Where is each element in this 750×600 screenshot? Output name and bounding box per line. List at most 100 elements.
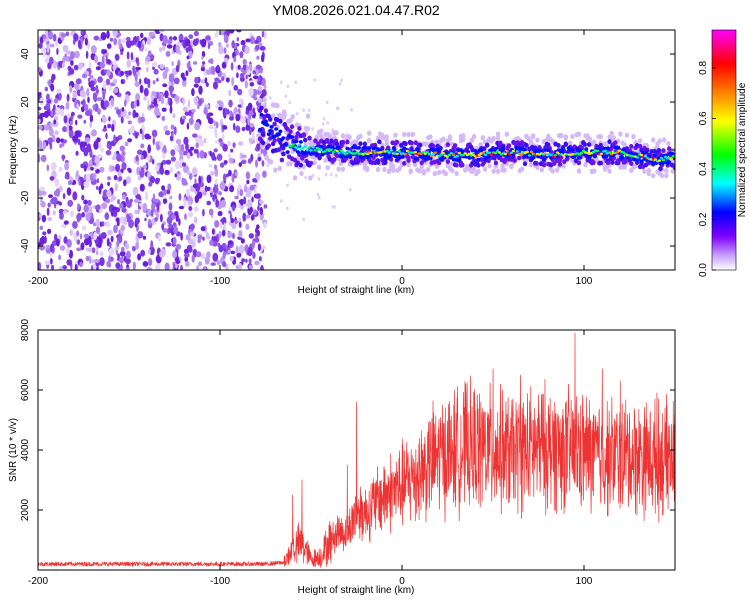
noise-blob — [198, 140, 205, 146]
band-hotspot — [385, 150, 389, 153]
noise-blob — [42, 231, 47, 236]
noise-blob — [218, 46, 225, 55]
noise-blob — [260, 148, 264, 154]
noise-blob — [173, 77, 180, 85]
noise-blob — [116, 219, 120, 227]
noise-blob — [142, 261, 149, 267]
band-halo — [642, 168, 647, 174]
band-body — [661, 148, 666, 154]
noise-blob — [76, 230, 80, 237]
noise-blob — [91, 129, 97, 137]
band-hotspot — [509, 151, 513, 154]
band-hotspot — [309, 149, 313, 152]
band-halo — [288, 161, 293, 167]
noise-blob — [231, 77, 235, 86]
noise-blob — [254, 237, 260, 243]
noise-blob — [219, 181, 226, 191]
noise-blob — [222, 143, 228, 152]
noise-blob — [168, 223, 173, 229]
snr-xtick-label: 100 — [576, 576, 593, 587]
noise-blob — [51, 264, 54, 270]
band-core — [343, 154, 348, 159]
noise-blob — [245, 124, 251, 131]
noise-blob — [170, 149, 176, 157]
noise-blob — [61, 62, 65, 69]
band-core — [339, 155, 344, 159]
noise-blob — [163, 189, 167, 196]
noise-blob — [257, 243, 261, 251]
noise-blob — [46, 93, 50, 101]
noise-blob — [139, 78, 142, 85]
band-core — [381, 152, 386, 156]
noise-blob — [142, 164, 147, 169]
noise-blob — [69, 120, 73, 126]
noise-blob — [188, 117, 194, 125]
noise-blob — [186, 244, 193, 252]
band-halo — [631, 134, 636, 140]
noise-speck — [286, 84, 290, 89]
noise-blob — [212, 81, 219, 90]
noise-blob — [145, 162, 149, 171]
noise-blob — [132, 65, 135, 75]
band-body — [307, 135, 312, 141]
noise-blob — [144, 47, 148, 52]
noise-blob — [175, 44, 180, 55]
noise-blob — [205, 82, 209, 88]
noise-blob — [137, 231, 144, 239]
noise-blob — [214, 178, 218, 186]
noise-blob — [152, 66, 155, 70]
noise-blob — [81, 73, 88, 79]
noise-blob — [140, 154, 144, 160]
noise-blob — [85, 212, 91, 222]
band-body — [672, 163, 675, 168]
noise-blob — [136, 60, 140, 67]
band-halo — [432, 171, 437, 177]
band-core — [560, 147, 565, 152]
noise-blob — [123, 179, 127, 187]
noise-blob — [184, 252, 190, 258]
band-halo — [528, 162, 534, 168]
noise-blob — [81, 194, 85, 201]
band-core — [365, 155, 370, 160]
band-hotspot — [451, 153, 455, 157]
noise-blob — [256, 143, 261, 151]
noise-blob — [173, 236, 177, 246]
noise-blob — [139, 183, 145, 192]
noise-blob — [93, 35, 100, 41]
band-halo — [495, 135, 501, 141]
noise-blob — [257, 76, 261, 82]
noise-blob — [126, 213, 130, 220]
band-core — [651, 162, 656, 166]
band-core — [639, 159, 644, 163]
noise-blob — [134, 81, 140, 87]
noise-blob — [85, 110, 91, 116]
noise-blob — [147, 144, 151, 154]
noise-blob — [244, 46, 250, 55]
noise-blob — [258, 200, 264, 205]
band-hotspot — [511, 149, 515, 153]
band-core — [393, 154, 398, 158]
noise-blob — [192, 38, 199, 47]
noise-blob — [125, 267, 130, 270]
band-halo — [471, 166, 477, 172]
noise-blob — [246, 179, 250, 185]
noise-blob — [78, 62, 83, 70]
noise-blob — [39, 112, 46, 118]
noise-blob — [118, 176, 123, 182]
noise-blob — [194, 137, 201, 143]
noise-blob — [226, 43, 229, 48]
noise-blob — [170, 81, 174, 86]
band-halo — [461, 133, 466, 139]
band-core — [351, 145, 356, 150]
noise-blob — [216, 100, 223, 105]
noise-blob — [116, 240, 120, 248]
band-body — [598, 160, 603, 166]
noise-blob — [140, 249, 146, 257]
noise-blob — [251, 196, 254, 203]
band-core — [613, 145, 618, 150]
band-hotspot — [657, 159, 662, 162]
band-hotspot — [347, 150, 351, 153]
noise-blob — [255, 159, 258, 168]
band-halo — [530, 133, 536, 139]
noise-blob — [143, 96, 147, 101]
